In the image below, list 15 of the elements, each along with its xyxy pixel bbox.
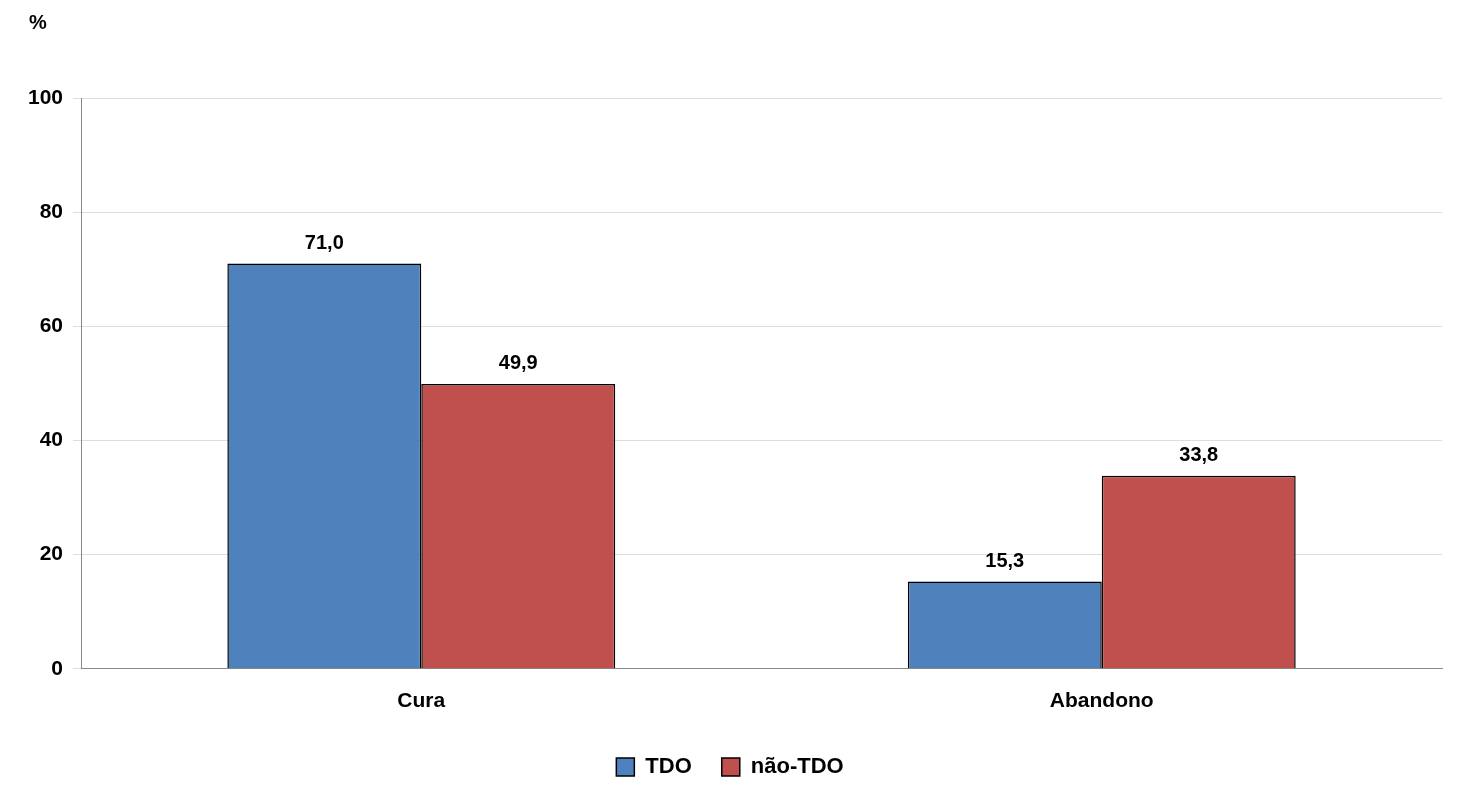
y-tick-label: 0 <box>51 655 64 679</box>
x-tick-label: Abandono <box>1049 688 1154 712</box>
data-label: 15,3 <box>985 548 1025 571</box>
data-label: 71,0 <box>304 231 344 254</box>
legend-label: TDO <box>645 753 692 779</box>
x-tick-label: Cura <box>397 688 446 712</box>
y-tick-label: 60 <box>39 313 64 337</box>
y-tick-label: 20 <box>39 541 64 565</box>
data-label: 49,9 <box>498 351 538 374</box>
y-tick-label: 100 <box>27 84 64 108</box>
y-axis-title: % <box>29 10 48 33</box>
y-tick-label: 80 <box>39 198 64 222</box>
legend-label: não-TDO <box>750 753 844 779</box>
data-label: 33,8 <box>1179 443 1219 466</box>
y-tick-label: 40 <box>39 427 64 451</box>
